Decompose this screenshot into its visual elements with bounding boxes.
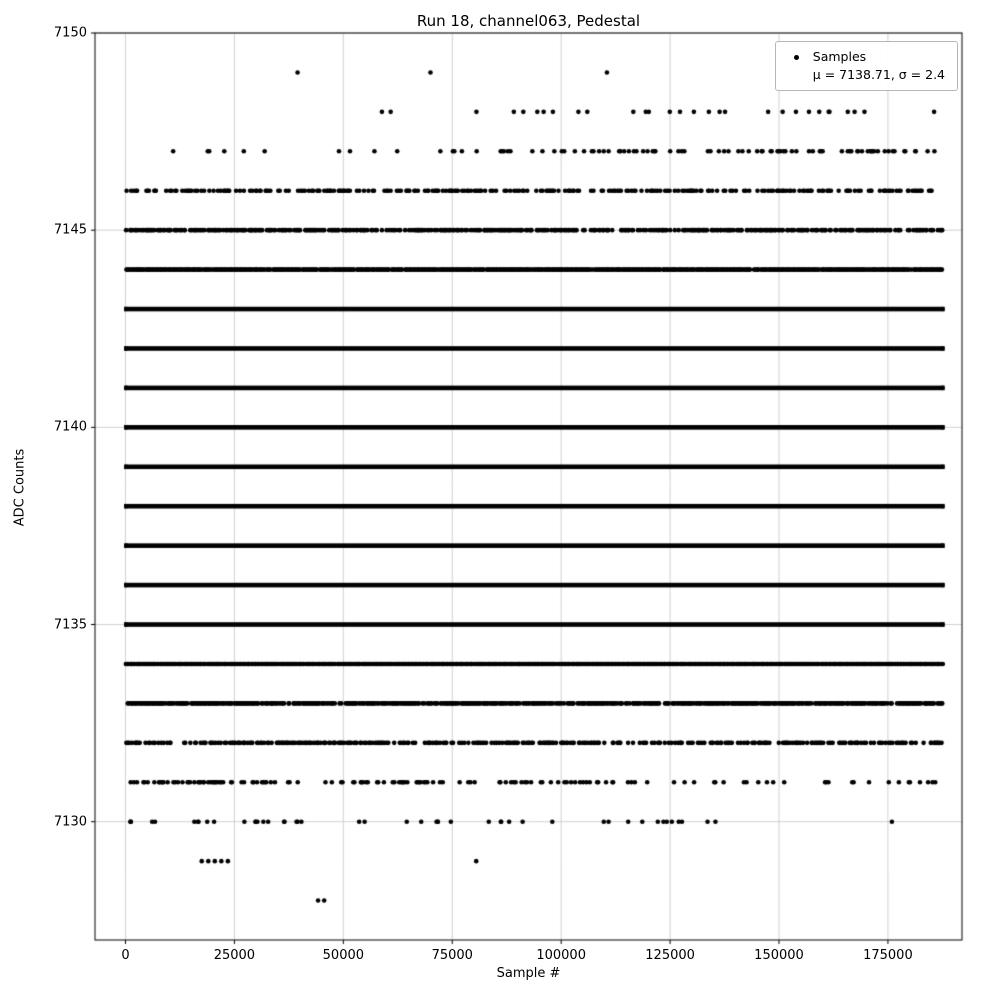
x-tick-label: 125000 (645, 948, 695, 963)
x-tick-label: 50000 (322, 948, 365, 963)
x-tick-label: 25000 (213, 948, 256, 963)
x-tick-label: 150000 (754, 948, 804, 963)
legend-stats: μ = 7138.71, σ = 2.4 (812, 67, 945, 83)
y-axis-label: ADC Counts (12, 448, 28, 527)
y-tick-label: 7135 (53, 617, 87, 633)
x-axis-label: Sample # (496, 966, 561, 981)
x-tick-label: 175000 (863, 948, 913, 963)
y-tick-label: 7130 (53, 814, 87, 830)
legend-label-samples: Samples (812, 49, 867, 64)
x-tick-label: 75000 (431, 948, 473, 963)
legend-entry-samples: Samples (786, 48, 945, 66)
samples-marker-icon (793, 54, 799, 60)
legend-entry-stats: μ = 7138.71, σ = 2.4 (786, 66, 945, 84)
chart-title: Run 18, channel063, Pedestal (416, 12, 641, 30)
legend-spacer (794, 73, 799, 78)
y-tick-label: 7150 (53, 25, 87, 41)
x-tick-label: 0 (121, 948, 130, 963)
y-tick-label: 7140 (53, 419, 87, 435)
x-tick-label: 100000 (536, 948, 586, 963)
legend: Samples μ = 7138.71, σ = 2.4 (774, 41, 958, 92)
y-tick-label: 7145 (53, 222, 87, 238)
